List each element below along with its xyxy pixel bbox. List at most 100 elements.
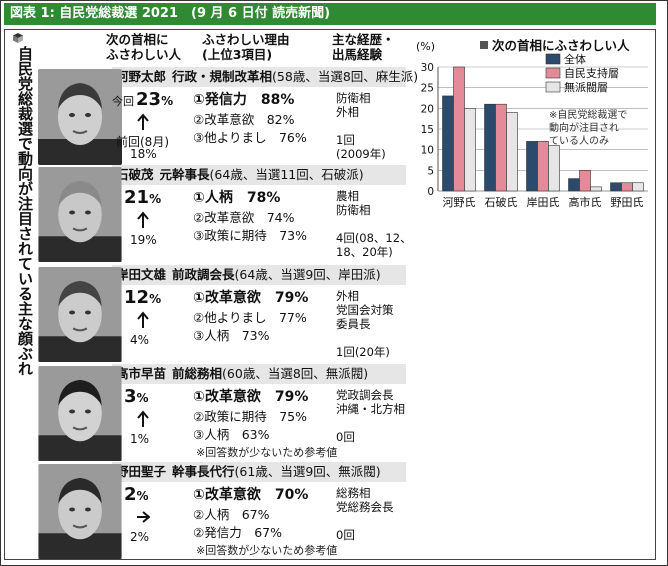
percent-sign: % [149, 292, 162, 306]
bar [495, 103, 507, 192]
candidate-name: 高市早苗 [116, 366, 167, 381]
percent-sign: % [149, 192, 162, 206]
candidate-photo [38, 167, 122, 262]
career-line: 防衛相 [336, 203, 371, 217]
percent-sign: % [136, 391, 149, 405]
legend-swatch [545, 53, 561, 65]
bar [526, 141, 538, 192]
bar [568, 178, 580, 192]
current-label: 今回 [112, 95, 134, 108]
legend-label: 全体 [564, 52, 586, 66]
bar [442, 95, 454, 192]
arrow-up-icon [137, 311, 149, 328]
candidate-name-bar: 河野太郎 行政・規制改革相(58歳、当選8回、麻生派) [112, 67, 418, 87]
previous-value: 4% [130, 333, 150, 347]
candidate-name: 石破茂 [116, 167, 154, 182]
career-line: 委員長 [336, 317, 371, 331]
career-line: 1回 [336, 133, 355, 147]
reason-item: ②改革意欲 74% [193, 210, 295, 225]
bar [453, 66, 465, 192]
career-line: (2009年) [336, 147, 386, 161]
career-line: 沖縄・北方相 [336, 402, 405, 416]
bar [537, 141, 549, 192]
previous-label: 前回(8月) [116, 135, 169, 149]
candidate-info: (64歳、当選9回、岸田派) [234, 267, 381, 282]
candidate-info: (61歳、当選9回、無派閥) [234, 464, 381, 479]
reason-item: ②他よりまし 77% [193, 310, 307, 325]
candidate-info: (58歳、当選8回、麻生派) [272, 69, 419, 84]
candidate-photo [38, 366, 122, 461]
previous-value: 18% [130, 147, 157, 161]
career-line: 農相 [336, 189, 359, 203]
candidate-info: (60歳、当選8回、無派閥) [222, 366, 369, 381]
x-tick-label: 岸田氏 [527, 196, 560, 209]
reason-item: ②発信力 67% [193, 525, 282, 540]
candidate-name: 河野太郎 [116, 69, 167, 84]
reference-note: ※回答数が少ないため参考値 [196, 544, 338, 557]
reason-item: ②人柄 67% [193, 507, 270, 522]
career-line: 4回(08、12、 [336, 231, 412, 245]
y-tick-label: 25 [421, 83, 434, 95]
current-support: 21% [124, 187, 161, 208]
x-tick-label: 石破氏 [485, 195, 518, 209]
arrow-up-icon [137, 113, 149, 130]
career-line: 党国会対策 [336, 303, 394, 317]
bar [484, 103, 496, 192]
header-reason: ふさわしい理由 (上位3項目) [202, 32, 290, 62]
arrow-up-icon [137, 211, 149, 228]
y-tick-label: 10 [421, 145, 434, 157]
side-title: 自民党総裁選で動向が注目されている主な顔ぶれ [16, 46, 34, 376]
bar [579, 170, 591, 192]
current-support: 12% [124, 287, 161, 308]
candidate-title: 幹事長代行 [172, 464, 235, 479]
x-tick-label: 野田氏 [611, 196, 644, 209]
bar [464, 108, 476, 192]
chart-title: 次の首相にふさわしい人 [492, 38, 630, 53]
current-support: 今回 23% [112, 89, 173, 110]
bar [621, 182, 633, 192]
percent-sign: % [136, 489, 149, 503]
candidate-info: (64歳、当選11回、石破派) [209, 167, 364, 182]
x-tick-label: 高市氏 [569, 195, 602, 209]
career-line: 防衛相 [336, 91, 371, 105]
percent-sign: % [161, 94, 174, 108]
bar [506, 112, 518, 192]
y-tick-label: 15 [421, 124, 434, 136]
career-line: 1回(20年) [336, 345, 390, 359]
legend-label: 自民支持層 [564, 66, 619, 80]
career-line: 0回 [336, 528, 355, 542]
career-line: 党総務会長 [336, 500, 394, 514]
y-tick-label: 30 [421, 62, 434, 74]
reference-note: ※回答数が少ないため参考値 [196, 446, 338, 459]
current-support: 2% [124, 484, 149, 505]
reason-item: ③政策に期待 73% [193, 228, 307, 243]
candidate-photo [38, 464, 122, 559]
bar [610, 182, 622, 192]
candidate-name-bar: 野田聖子 幹事長代行(61歳、当選9回、無派閥) [112, 462, 406, 482]
candidate-photo [38, 267, 122, 362]
arrow-up-icon [137, 410, 149, 427]
bar [548, 145, 560, 192]
y-tick-label: 20 [421, 103, 434, 115]
previous-value: 19% [130, 233, 157, 247]
career-line: 外相 [336, 105, 359, 119]
career-line: 総務相 [336, 486, 371, 500]
bar [632, 182, 644, 192]
y-tick-label: 0 [427, 186, 434, 198]
current-value: 2 [124, 484, 137, 505]
header-choice: 次の首相に ふさわしい人 [106, 32, 182, 62]
current-value: 21 [124, 187, 150, 208]
main-panel [4, 29, 656, 560]
candidate-photo [38, 69, 122, 165]
reason-item: ③人柄 73% [193, 328, 270, 343]
legend-swatch [545, 81, 561, 93]
chart-annotation: ※自民党総裁選で [549, 108, 627, 121]
candidate-title: 前政調会長 [172, 267, 235, 282]
arrow-right-icon [137, 511, 150, 523]
cube-icon [13, 33, 23, 43]
cube-icon [480, 41, 488, 49]
candidate-name: 野田聖子 [116, 464, 167, 479]
x-tick-label: 河野氏 [443, 196, 476, 209]
bar [590, 186, 602, 192]
legend-swatch [545, 67, 561, 79]
